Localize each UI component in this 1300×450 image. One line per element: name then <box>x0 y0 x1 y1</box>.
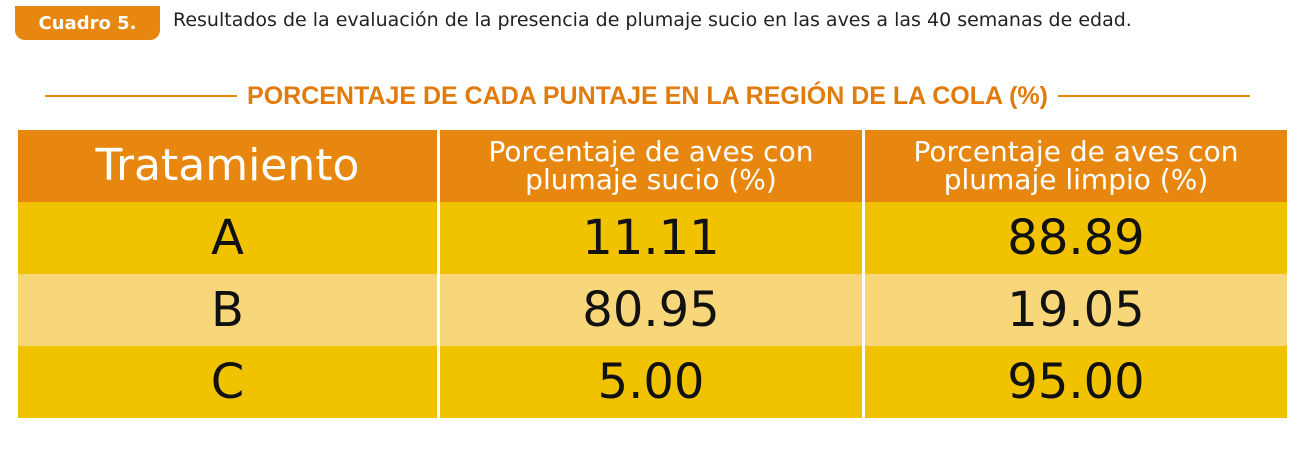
table-title: PORCENTAJE DE CADA PUNTAJE EN LA REGIÓN … <box>247 81 1048 110</box>
table-cell: 11.11 <box>437 202 865 274</box>
header-line: Tratamiento <box>95 140 360 191</box>
caption: Resultados de la evaluación de la presen… <box>173 9 1132 31</box>
table-cell: A <box>15 202 440 274</box>
header-line: Porcentaje de aves con <box>488 135 814 168</box>
table-cell: C <box>15 346 440 418</box>
table-cell: 5.00 <box>437 346 865 418</box>
rule <box>45 95 238 97</box>
column-header: Tratamiento <box>15 130 440 202</box>
table-cell: B <box>15 274 440 346</box>
title-bar: PORCENTAJE DE CADA PUNTAJE EN LA REGIÓN … <box>45 76 1250 116</box>
table: Tratamiento Porcentaje de aves con plumaje… <box>15 130 1290 418</box>
column-header: Porcentaje de aves con plumaje limpio (%) <box>862 130 1290 202</box>
table-row: A 11.11 88.89 <box>15 202 1290 274</box>
header-line: plumaje limpio (%) <box>943 163 1209 196</box>
rule <box>1057 95 1250 97</box>
table-cell: 19.05 <box>862 274 1290 346</box>
table-cell: 80.95 <box>437 274 865 346</box>
table-row: B 80.95 19.05 <box>15 274 1290 346</box>
table-cell: 88.89 <box>862 202 1290 274</box>
table-row: C 5.00 95.00 <box>15 346 1290 418</box>
header-line: plumaje sucio (%) <box>525 163 777 196</box>
table-cell: 95.00 <box>862 346 1290 418</box>
header-row: Tratamiento Porcentaje de aves con plumaje… <box>15 130 1290 202</box>
badge: Cuadro 5. <box>15 6 160 40</box>
header-line: Porcentaje de aves con <box>913 135 1239 168</box>
column-header: Porcentaje de aves con plumaje sucio (%) <box>437 130 865 202</box>
table-body: A 11.11 88.89 B 80.95 19.05 C 5.00 95.00 <box>15 202 1290 418</box>
